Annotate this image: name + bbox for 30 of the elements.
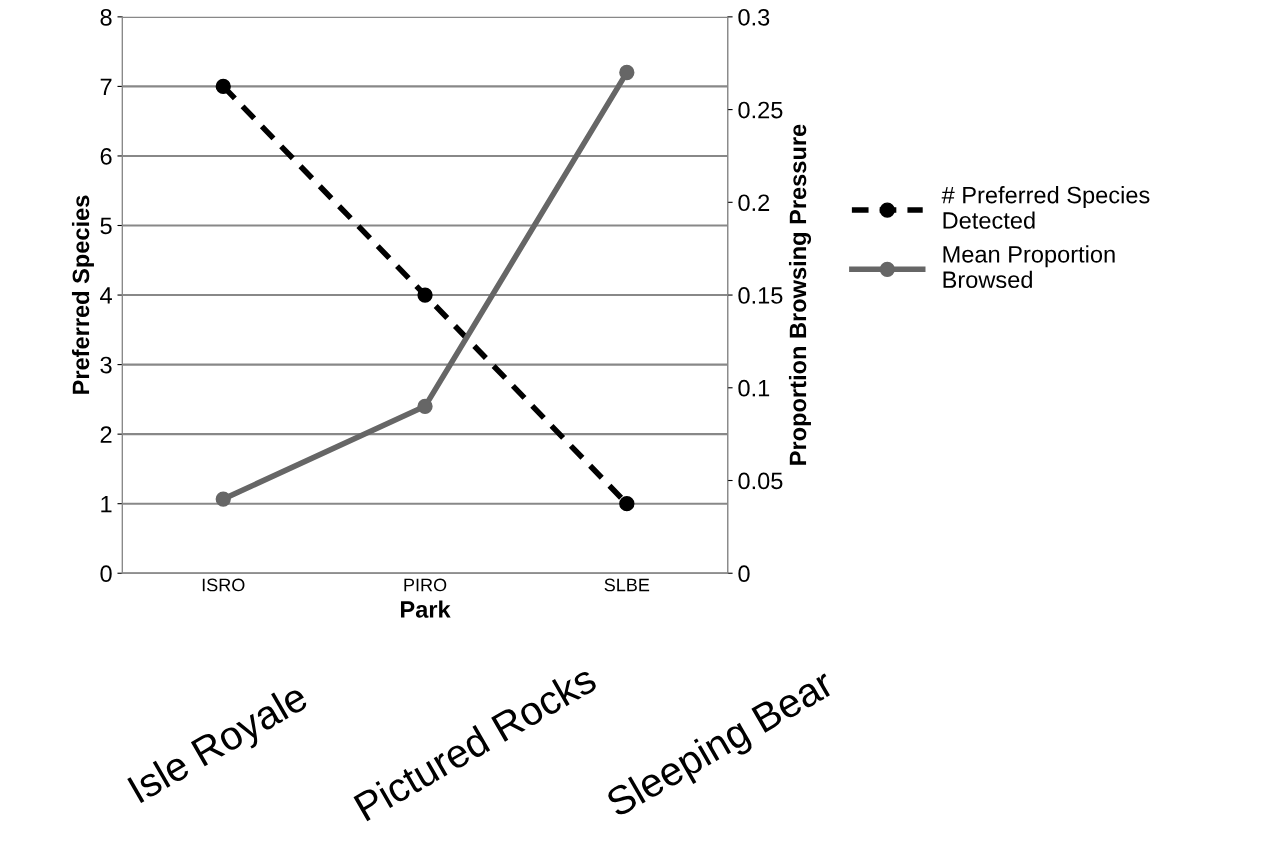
- x-tick-label: ISRO: [202, 578, 245, 592]
- x-tick-label: PIRO: [404, 578, 447, 592]
- legend-label: Mean Proportion Browsed: [943, 245, 1115, 289]
- x-tick-label: SLBE: [604, 578, 650, 592]
- point: [619, 496, 635, 512]
- y2-tick-label: 0.25: [738, 101, 783, 119]
- y-tick-label: 6: [100, 148, 112, 165]
- y2-tick-label: 0: [738, 565, 750, 583]
- y2-tick-label: 0.3: [738, 8, 770, 26]
- legend-label: # Preferred Species Detected: [941, 186, 1150, 229]
- y-tick-label: 8: [100, 8, 112, 26]
- point: [619, 64, 635, 81]
- y-tick-label: 7: [100, 78, 112, 95]
- y-tick-label: 2: [100, 426, 112, 443]
- x-axis-title: Park: [401, 600, 451, 618]
- y2-tick-label: 0.2: [738, 194, 770, 212]
- y-tick-label: 3: [100, 356, 112, 374]
- point: [215, 78, 231, 95]
- y2-tick-label: 0.1: [738, 379, 770, 397]
- y-tick-label: 5: [100, 217, 112, 235]
- y2-tick-label: 0.15: [738, 287, 783, 304]
- y-tick-label: 0: [100, 565, 112, 583]
- y-tick-label: 4: [100, 287, 112, 304]
- point: [417, 398, 433, 414]
- y2-axis-title: Proportion Browsing Pressure: [788, 124, 812, 465]
- y2-tick-label: 0.05: [738, 472, 783, 490]
- y-axis-title: Preferred Species: [71, 195, 94, 394]
- point: [215, 491, 231, 507]
- point: [417, 287, 433, 303]
- y-tick-label: 1: [101, 496, 112, 513]
